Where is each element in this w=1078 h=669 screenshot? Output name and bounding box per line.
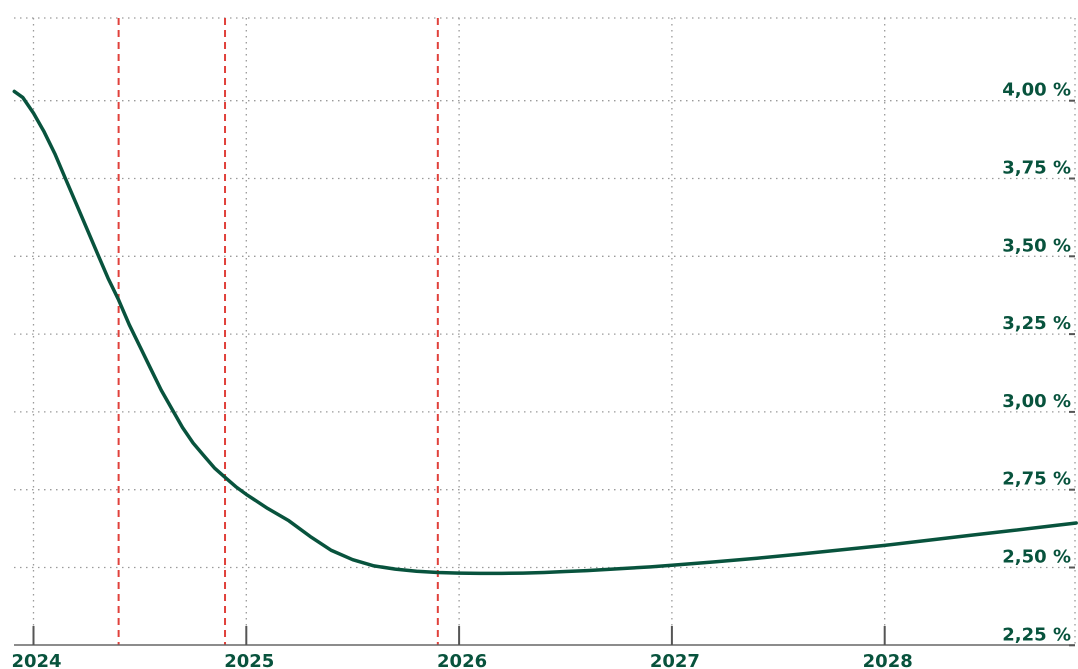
y-axis-labels: 2,25 % 2,50 % 2,75 % 3,00 % 3,25 % 3,50 % 3,75… [1002, 80, 1071, 646]
y-tick-label: 3,75 % [1002, 158, 1071, 179]
x-tick-label: 2026 [437, 651, 487, 669]
y-tick-label: 2,50 % [1002, 547, 1071, 568]
y-tick-label: 2,75 % [1002, 469, 1071, 490]
series-line [12, 89, 1078, 576]
y-tick-label: 3,50 % [1002, 235, 1071, 256]
x-tick-label: 2027 [650, 651, 700, 669]
y-tick-label: 2,25 % [1002, 624, 1071, 645]
y-tick-label: 3,25 % [1002, 313, 1071, 334]
x-tick-label: 2024 [11, 651, 61, 669]
series-layer [12, 89, 1078, 576]
y-tick-label: 4,00 % [1002, 80, 1071, 101]
grid-lines [14, 17, 1076, 645]
reference-lines [117, 18, 439, 645]
y-tick-label: 3,00 % [1002, 391, 1071, 412]
x-axis-labels: 2024 2025 2026 2027 2028 [11, 651, 912, 669]
x-tick-label: 2028 [863, 651, 913, 669]
x-tick-label: 2025 [224, 651, 274, 669]
x-axis [14, 99, 1075, 647]
